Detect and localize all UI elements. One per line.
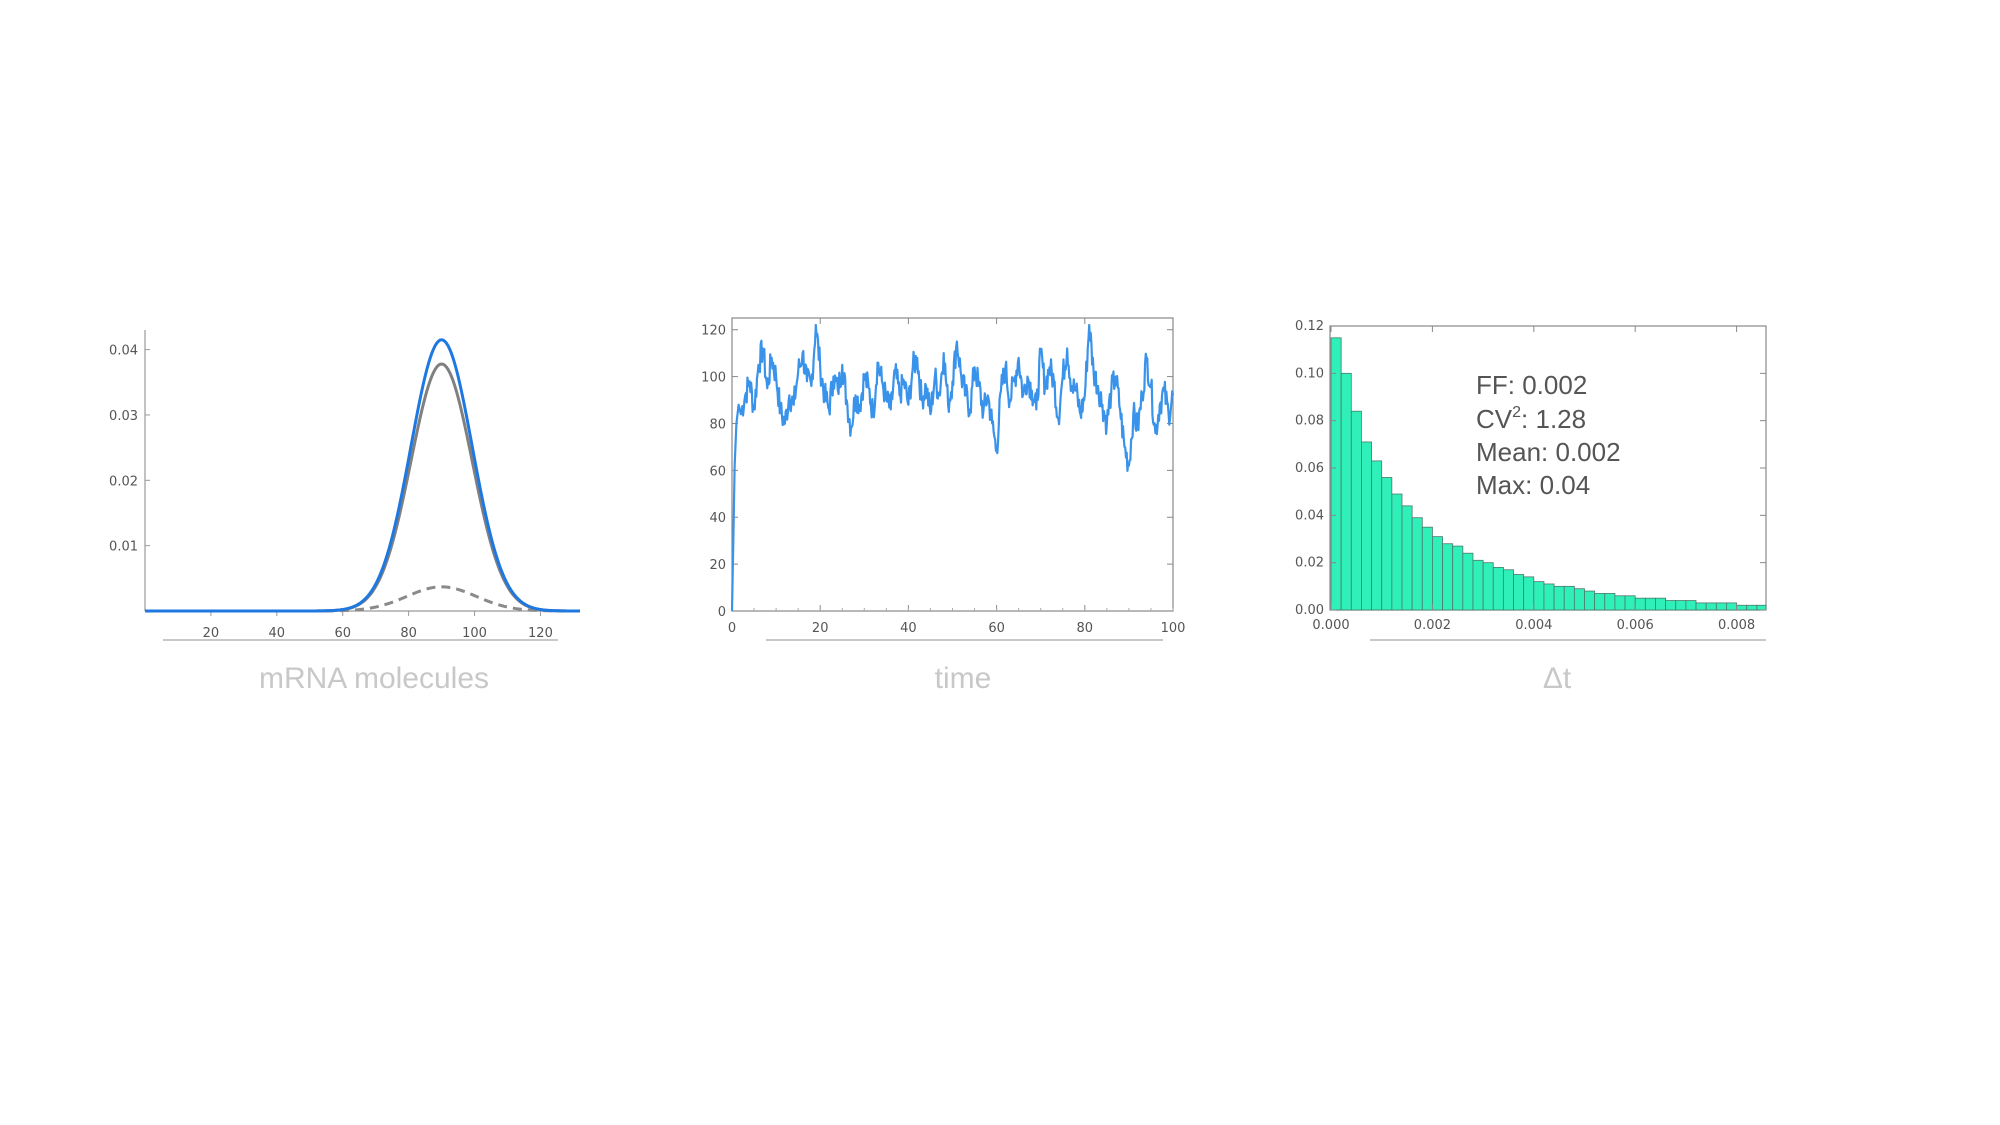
y-tick-label: 0.03	[109, 409, 138, 424]
histogram-bar	[1381, 477, 1393, 611]
histogram-bar	[1604, 593, 1616, 611]
y-tick-label: 100	[701, 371, 726, 386]
histogram-bar	[1655, 597, 1667, 611]
histogram-bar	[1594, 593, 1606, 611]
series-blue-line	[145, 338, 580, 613]
histogram-bar	[1330, 337, 1342, 611]
y-tick-label: 0.10	[1295, 366, 1324, 381]
histogram-bar	[1350, 410, 1362, 611]
y-tick-label: 0.12	[1295, 319, 1324, 334]
histogram-bar	[1634, 597, 1646, 611]
x-tick-label: 0.004	[1515, 618, 1552, 633]
x-tick-label: 0.006	[1617, 618, 1654, 633]
histogram-bar	[1452, 545, 1464, 611]
histogram-bar	[1584, 590, 1596, 611]
histogram-bar	[1675, 600, 1687, 611]
histogram-bar	[1665, 600, 1677, 611]
y-tick-label: 0	[718, 605, 726, 620]
y-tick-label: 0.02	[109, 474, 138, 489]
series-dashed-gray-line	[145, 585, 580, 613]
histogram-bar	[1513, 574, 1525, 611]
stat-ff: FF: 0.002	[1476, 370, 1587, 400]
histogram-bar	[1502, 569, 1514, 611]
x-tick-label: 20	[203, 626, 220, 641]
histogram-bar	[1432, 536, 1443, 611]
x-tick-label: 0.000	[1312, 618, 1349, 633]
histogram-bar	[1573, 588, 1585, 611]
stat-max: Max: 0.04	[1476, 470, 1590, 500]
histogram-bar	[1472, 559, 1484, 611]
y-tick-label: 120	[701, 324, 726, 339]
x-tick-label: 40	[269, 626, 286, 641]
histogram-bar	[1624, 595, 1636, 611]
y-tick-label: 0.08	[1295, 414, 1324, 429]
histogram-bar	[1695, 602, 1707, 611]
series-gray-line	[145, 362, 580, 613]
histogram-bar	[1442, 543, 1454, 611]
histogram-bar	[1361, 441, 1372, 611]
stat-cv-superscript: 2	[1512, 404, 1521, 421]
histogram-bar	[1371, 460, 1383, 611]
histogram-bar	[1391, 493, 1403, 611]
histogram-bar	[1614, 595, 1626, 611]
stat-cv-prefix: CV	[1476, 404, 1513, 434]
x-tick-label: 20	[812, 621, 829, 636]
x-tick-label: 60	[988, 621, 1005, 636]
y-tick-label: 80	[709, 417, 726, 432]
histogram-bar	[1523, 576, 1535, 611]
chart-interval-histogram: 0.000 0.002 0.004 0.006 0.008 0.00 0.02 0.04 0.0…	[1295, 319, 1767, 633]
x-tick-label: 80	[1077, 621, 1094, 636]
series-trace-line	[730, 323, 1175, 612]
x-tick-label: 0.008	[1718, 618, 1755, 633]
y-tick-label: 0.01	[109, 540, 138, 555]
x-tick-label: 100	[462, 626, 487, 641]
histogram-bar	[1563, 585, 1575, 611]
y-tick-label: 0.00	[1295, 603, 1324, 618]
histogram-bar	[1462, 552, 1474, 611]
histogram-bar	[1553, 585, 1565, 611]
x-tick-label: 120	[528, 626, 553, 641]
x-tick-label: 60	[334, 626, 351, 641]
x-tick-label: 80	[400, 626, 417, 641]
x-tick-label: 100	[1161, 621, 1186, 636]
caption-mrna-molecules: mRNA molecules	[259, 662, 489, 695]
histogram-bar	[1543, 583, 1555, 611]
caption-delta-t: Δt	[1543, 662, 1572, 695]
histogram-bar	[1726, 602, 1737, 611]
y-tick-label: 0.02	[1295, 556, 1324, 571]
histogram-bar	[1715, 602, 1727, 611]
histogram-bar	[1492, 567, 1504, 611]
histogram-bar	[1705, 602, 1717, 611]
chart-time-series: 0 20 40 60 80 100 0 20 40 60 80 100 120	[701, 317, 1186, 636]
histogram-bar	[1482, 562, 1494, 611]
histogram-bar	[1736, 604, 1748, 611]
histogram-bar	[1340, 372, 1352, 611]
stat-cv-value: : 1.28	[1521, 404, 1586, 434]
x-tick-label: 40	[900, 621, 917, 636]
x-tick-label: 0.002	[1414, 618, 1451, 633]
histogram-bar	[1746, 604, 1758, 611]
histogram-bar	[1421, 526, 1433, 611]
histogram-bar	[1685, 600, 1697, 611]
histogram-bar	[1411, 517, 1423, 611]
y-tick-label: 0.04	[1295, 508, 1324, 523]
y-tick-label: 60	[709, 464, 726, 479]
x-tick-label: 0	[728, 621, 736, 636]
histogram-bar	[1644, 597, 1656, 611]
histogram-bar	[1401, 505, 1413, 611]
stat-cv2: CV2: 1.28	[1476, 404, 1586, 434]
chart-mrna-distribution: 20 40 60 80 100 120 0.01 0.02 0.03 0.04	[109, 330, 580, 641]
y-tick-label: 0.06	[1295, 461, 1324, 476]
stat-mean: Mean: 0.002	[1476, 437, 1621, 467]
histogram-bar	[1533, 581, 1545, 611]
histogram-bar	[1756, 604, 1767, 611]
y-tick-label: 40	[709, 511, 726, 526]
y-tick-label: 20	[709, 558, 726, 573]
caption-time: time	[935, 662, 992, 695]
y-tick-label: 0.04	[109, 344, 138, 359]
